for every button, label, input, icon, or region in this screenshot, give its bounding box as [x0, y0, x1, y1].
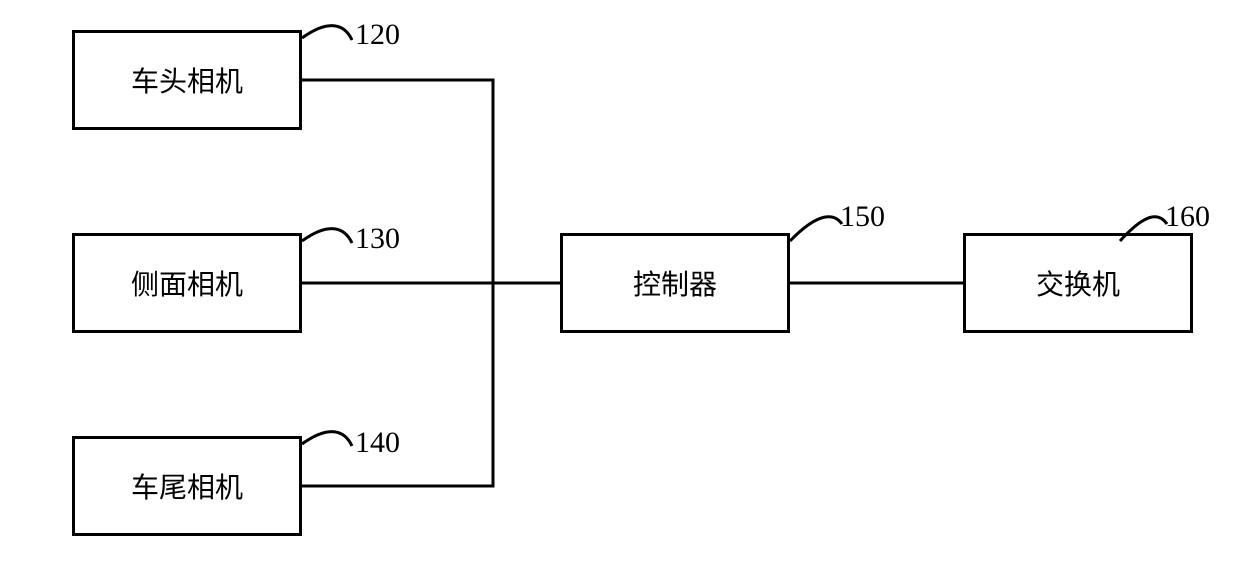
node-label: 车尾相机 [131, 466, 243, 506]
callout-label-120: 120 [355, 18, 400, 52]
node-label: 控制器 [633, 263, 717, 303]
node-label: 车头相机 [131, 60, 243, 100]
node-side-camera: 侧面相机 [72, 233, 302, 333]
callout-label-140: 140 [355, 426, 400, 460]
node-label: 交换机 [1036, 263, 1120, 303]
node-switch: 交换机 [963, 233, 1193, 333]
callout-hook-120 [302, 26, 352, 40]
node-controller: 控制器 [560, 233, 790, 333]
node-front-camera: 车头相机 [72, 30, 302, 130]
callout-label-160: 160 [1165, 200, 1210, 234]
edge-rear-to-controller [302, 283, 560, 486]
node-label: 侧面相机 [131, 263, 243, 303]
node-rear-camera: 车尾相机 [72, 436, 302, 536]
callout-hook-130 [302, 229, 352, 243]
callout-label-150: 150 [840, 200, 885, 234]
callout-hook-140 [302, 432, 352, 446]
edge-front-to-controller [302, 80, 560, 283]
callout-label-130: 130 [355, 222, 400, 256]
callout-hook-150 [790, 217, 842, 241]
